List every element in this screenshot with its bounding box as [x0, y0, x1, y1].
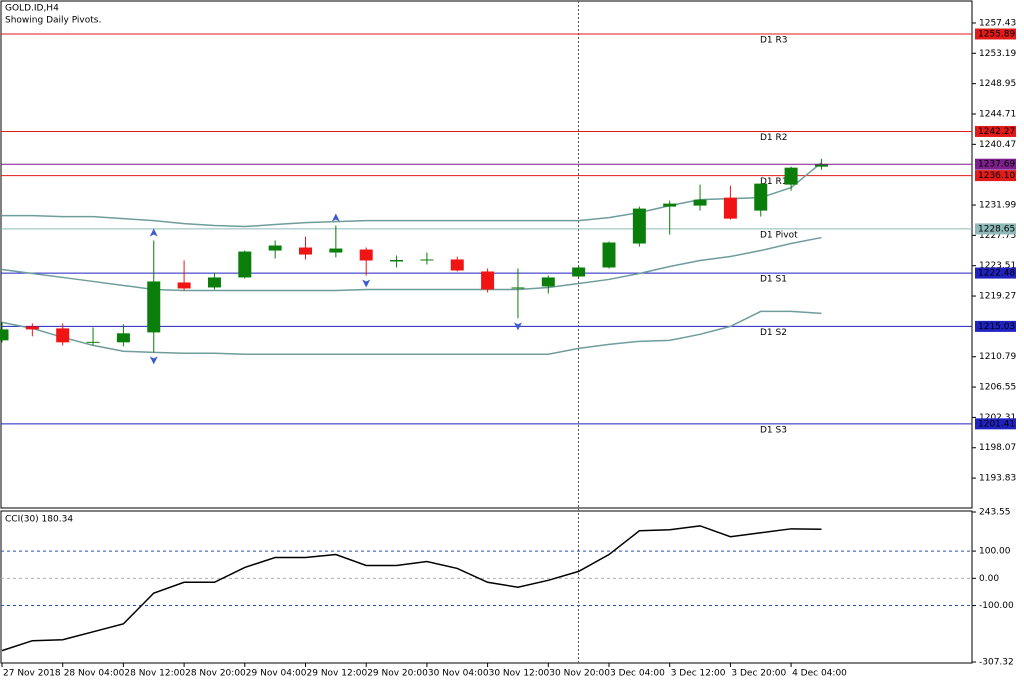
x-tick-label: 29 Nov 12:00: [307, 669, 368, 679]
pivot-label: D1 R1: [760, 177, 788, 187]
price-box-label: 1236.10: [978, 171, 1015, 181]
price-box: [975, 158, 1016, 170]
y-tick-label: 1231.99: [979, 201, 1016, 211]
candle-body: [177, 282, 191, 289]
y-tick-label: 1227.75: [979, 231, 1016, 241]
y-tick-label: 1223.51: [979, 261, 1016, 271]
candle-body: [329, 248, 343, 253]
candle-body: [207, 277, 221, 288]
x-tick-label: 29 Nov 20:00: [367, 669, 428, 679]
fractal-down: [362, 279, 371, 288]
candle-body: [25, 326, 39, 330]
candle-body: [541, 277, 555, 287]
x-tick-label: 29 Nov 04:00: [246, 669, 307, 679]
y-tick-label: 1257.43: [979, 18, 1016, 28]
fractal-up: [149, 228, 158, 237]
candle-body: [693, 199, 707, 206]
y-tick-label: 1248.95: [979, 79, 1016, 89]
y-tick-label: 1198.07: [979, 443, 1016, 453]
price-box: [975, 267, 1016, 279]
candle-body: [481, 271, 495, 290]
pivot-label: D1 S1: [760, 275, 787, 285]
price-box: [975, 223, 1016, 235]
fractal-up: [331, 213, 340, 222]
candle-body: [602, 242, 616, 268]
band-line: [1, 310, 822, 356]
x-tick-label: 28 Nov 20:00: [185, 669, 246, 679]
x-tick-label: 28 Nov 04:00: [64, 669, 125, 679]
y-tick-label: 1240.47: [979, 140, 1016, 150]
y-tick-label: -307.32: [979, 658, 1014, 668]
cci-line: [1, 525, 822, 652]
x-tick-label: 28 Nov 12:00: [124, 669, 185, 679]
candle-body: [390, 259, 404, 262]
x-tick-label: 3 Dec 20:00: [731, 669, 786, 679]
x-tick-label: 3 Dec 12:00: [671, 669, 726, 679]
y-tick-label: 1253.19: [979, 49, 1016, 59]
candle-body: [420, 259, 434, 261]
candle-body: [572, 267, 586, 277]
cci-title: CCI(30) 180.34: [5, 515, 73, 525]
candle-body: [754, 183, 768, 211]
candle-body: [814, 164, 828, 167]
price-box-label: 1222.48: [978, 269, 1015, 279]
price-box: [975, 125, 1016, 137]
pivot-label: D1 S2: [760, 328, 787, 338]
chart-subtitle: Showing Daily Pivots.: [5, 16, 101, 26]
y-tick-label: 0.00: [979, 574, 999, 584]
main-panel: [0, 0, 973, 509]
pivot-label: D1 R3: [760, 35, 788, 45]
price-box-label: 1215.03: [978, 322, 1015, 332]
pivot-label: D1 Pivot: [760, 230, 798, 240]
cci-panel: [0, 510, 973, 664]
candle-body: [511, 287, 525, 289]
x-tick-label: 30 Nov 04:00: [428, 669, 489, 679]
y-tick-label: 1193.83: [979, 474, 1016, 484]
price-box-label: 1201.41: [978, 419, 1015, 429]
y-tick-label: 100.00: [979, 547, 1011, 557]
candle-body: [784, 167, 798, 185]
candle-body: [116, 333, 130, 343]
x-tick-label: 3 Dec 04:00: [610, 669, 665, 679]
y-tick-label: 1210.79: [979, 352, 1016, 362]
price-box-label: 1242.27: [978, 127, 1015, 137]
candle-body: [359, 249, 373, 261]
price-box: [975, 418, 1016, 430]
candle-body: [632, 208, 646, 244]
y-tick-label: -100.00: [979, 601, 1014, 611]
candle-body: [299, 247, 312, 255]
y-tick-label: 1206.55: [979, 383, 1016, 393]
fractal-down: [513, 322, 522, 331]
y-tick-label: 243.55: [979, 508, 1011, 518]
x-tick-label: 30 Nov 12:00: [489, 669, 550, 679]
candle-body: [56, 328, 70, 343]
candle-body: [268, 245, 282, 251]
last-price-label: 1237.69: [978, 160, 1015, 170]
chart-title: GOLD.ID,H4: [5, 4, 59, 14]
x-tick-label: 30 Nov 20:00: [549, 669, 610, 679]
y-tick-label: 1219.27: [979, 292, 1016, 302]
price-box: [975, 320, 1016, 332]
candle-body: [723, 197, 737, 219]
x-tick-label: 4 Dec 04:00: [792, 669, 847, 679]
price-box-label: 1255.89: [978, 29, 1015, 39]
candle-body: [238, 251, 252, 278]
candle-body: [0, 329, 9, 341]
price-box: [975, 170, 1016, 182]
candle-body: [663, 203, 677, 207]
price-box-label: 1228.65: [978, 224, 1015, 234]
price-box: [975, 28, 1016, 40]
band-line: [2, 162, 822, 228]
fractal-down: [149, 356, 158, 365]
band-line: [1, 236, 822, 292]
pivot-label: D1 R2: [760, 133, 788, 143]
candle-body: [86, 341, 100, 343]
y-tick-label: 1244.71: [979, 109, 1016, 119]
candle-body: [147, 281, 161, 333]
x-tick-label: 27 Nov 2018: [3, 669, 61, 679]
pivot-label: D1 S3: [760, 425, 787, 435]
candle-body: [450, 259, 464, 271]
y-tick-label: 1202.31: [979, 413, 1016, 423]
